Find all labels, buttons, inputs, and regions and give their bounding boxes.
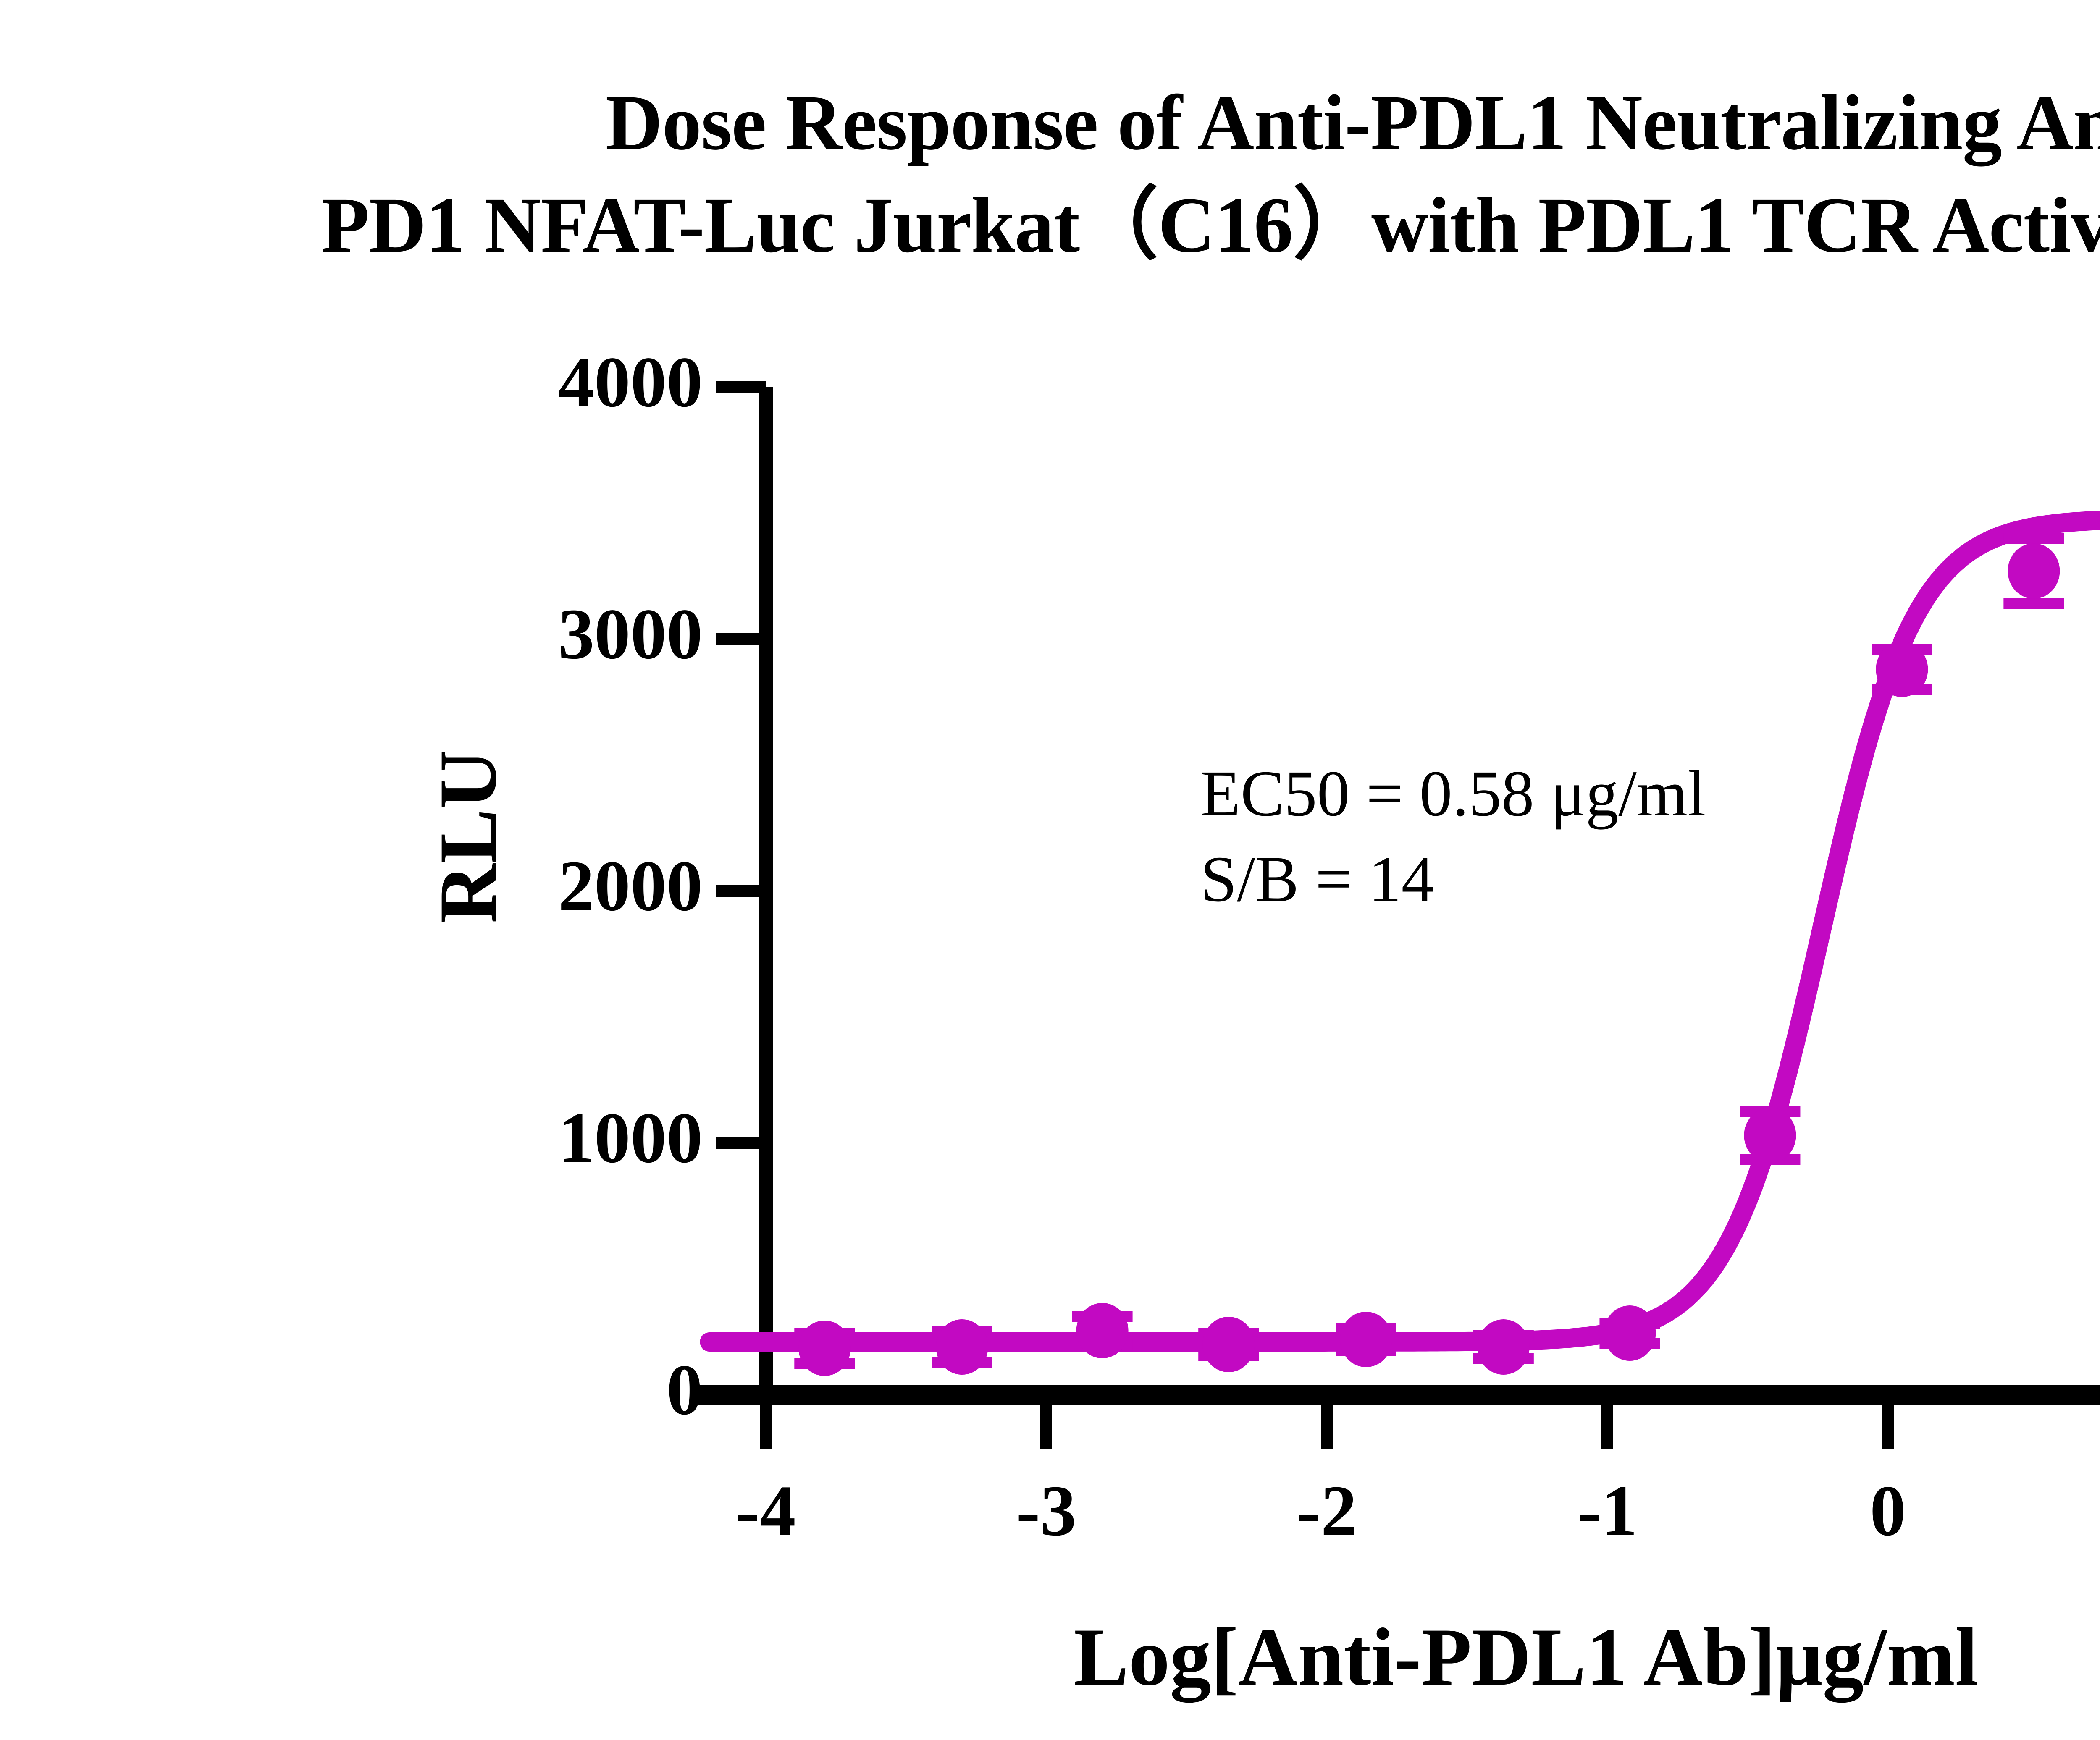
annotation-signal-to-background: S/B = 14 [1200,843,1434,915]
x-tick-label-0: -4 [735,1471,795,1551]
data-point-5[interactable] [1477,1319,1530,1375]
x-tick-label-3: -1 [1577,1471,1637,1551]
y-tick-label-3000: 3000 [558,594,703,674]
y-tick-label-1000: 1000 [558,1098,703,1178]
x-axis-title: Log[Anti-PDL1 Ab]μg/ml [1074,1612,1978,1703]
data-point-1[interactable] [936,1319,988,1375]
y-tick-label-4000: 4000 [558,342,703,422]
annotation-ec50: EC50 = 0.58 μg/ml [1200,757,1706,830]
data-point-7[interactable] [1744,1108,1796,1163]
y-tick-label-0: 0 [667,1350,703,1430]
data-point-8[interactable] [1876,642,1928,697]
figure-title: Dose Response of Anti-PDL1 Neutralizing … [0,71,2100,277]
data-point-0[interactable] [798,1321,851,1376]
x-tick-label-2: -2 [1297,1471,1357,1551]
data-point-6[interactable] [1604,1305,1656,1361]
data-point-4[interactable] [1340,1312,1392,1367]
figure-title-line-1: Dose Response of Anti-PDL1 Neutralizing … [605,79,2100,166]
fit-curve [700,511,2100,1352]
data-point-9[interactable] [2008,543,2060,599]
x-tick-label-4: 0 [1870,1471,1906,1551]
y-tick-label-2000: 2000 [558,846,703,926]
data-point-2[interactable] [1076,1303,1129,1358]
figure-title-line-2: PD1 NFAT-Luc Jurkat（C16）with PDL1 TCR Ac… [321,181,2100,269]
y-axis-title: RLU [423,749,514,923]
x-tick-label-1: -3 [1016,1471,1076,1551]
data-point-3[interactable] [1202,1317,1255,1372]
